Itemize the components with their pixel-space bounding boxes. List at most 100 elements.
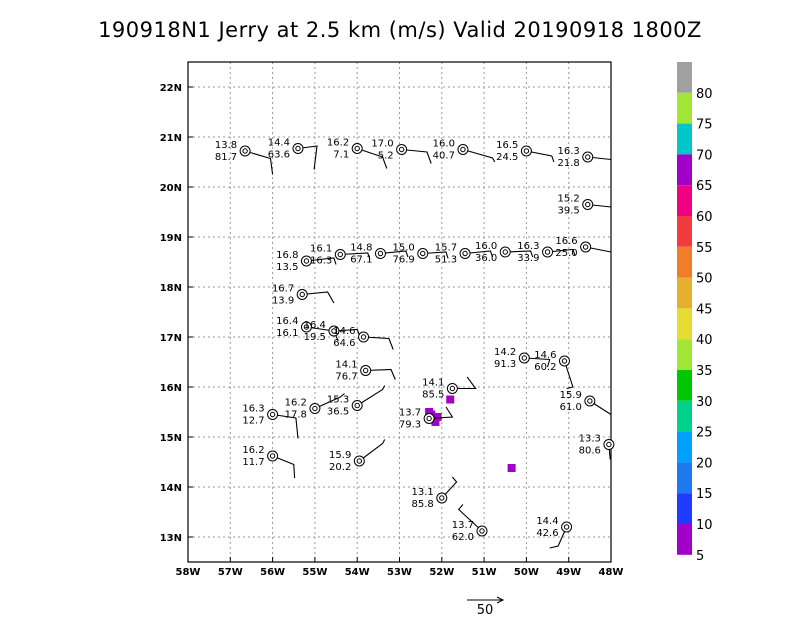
station-ring	[328, 325, 340, 337]
station-ring	[558, 355, 570, 367]
station-top-value: 13.8	[215, 140, 237, 151]
station-bottom-value: 85.8	[412, 499, 434, 510]
station-ring	[446, 383, 458, 394]
station-top-value: 15.3	[327, 395, 349, 406]
station-top-value: 16.3	[242, 404, 264, 415]
station-bottom-value: 12.7	[242, 416, 264, 427]
station-bottom-value: 80.6	[579, 446, 601, 457]
station-ring	[436, 492, 448, 504]
x-tick-label: 48W	[599, 567, 624, 578]
y-tick-label: 22N	[160, 83, 182, 94]
station-dot	[269, 453, 276, 459]
station-bottom-value: 21.8	[557, 158, 579, 169]
station-bottom-value: 62.0	[452, 532, 474, 543]
station-ring	[358, 331, 370, 343]
station-dot	[269, 411, 276, 418]
wind-barb	[422, 251, 449, 259]
station-bottom-value: 7.1	[333, 150, 349, 161]
station-ring	[582, 199, 594, 210]
station-top-value: 15.2	[557, 194, 579, 205]
shaded-cell	[433, 413, 442, 421]
station: 16.321.8	[557, 146, 612, 169]
station-bottom-value: 17.8	[285, 410, 307, 421]
station: 16.27.1	[327, 138, 388, 169]
station-dot	[242, 148, 248, 154]
station-ring	[417, 248, 429, 259]
reference-vector: 50	[467, 596, 505, 618]
station-ring	[423, 413, 435, 424]
station-ring	[296, 289, 308, 300]
station: 15.751.3	[435, 243, 494, 266]
colorbar-label: 80	[696, 87, 713, 102]
station-bottom-value: 24.5	[496, 152, 518, 163]
station-top-value: 14.1	[335, 360, 357, 371]
wind-barb	[314, 393, 345, 410]
station-bottom-value: 5.2	[378, 151, 394, 162]
colorbar-swatch	[677, 246, 692, 278]
station-dot	[354, 145, 360, 152]
station: 16.625.0	[555, 236, 612, 259]
station-dot	[582, 244, 589, 250]
wind-barb	[401, 148, 432, 164]
station-bottom-value: 13.5	[276, 262, 298, 273]
wind-barb	[457, 504, 483, 532]
colorbar-label: 50	[696, 272, 713, 287]
colorbar-label: 10	[696, 518, 713, 533]
wind-barb	[340, 252, 371, 260]
station: 16.040.7	[433, 139, 496, 163]
station-dot	[377, 250, 384, 257]
y-tick-label: 18N	[160, 283, 182, 294]
station-top-value: 13.7	[399, 408, 421, 419]
grid	[188, 62, 611, 562]
station-bottom-value: 51.3	[435, 255, 457, 266]
station-bottom-value: 79.3	[399, 420, 421, 431]
station-top-value: 14.6	[534, 350, 556, 361]
station-top-value: 16.2	[242, 445, 264, 456]
x-tick-label: 54W	[345, 567, 370, 578]
colorbar-label: 45	[696, 302, 713, 317]
wind-barb	[524, 357, 551, 368]
station-dot	[331, 328, 337, 334]
station-ring	[351, 400, 363, 411]
station: 13.779.3	[399, 406, 454, 431]
station-dot	[303, 324, 310, 330]
station-bottom-value: 36.5	[327, 407, 349, 418]
station-bottom-value: 67.1	[350, 255, 372, 266]
station-bottom-value: 76.7	[335, 372, 357, 383]
shaded-cell	[446, 395, 455, 404]
shaded-cell	[507, 464, 516, 472]
station-dot	[303, 258, 310, 264]
x-tick-label: 53W	[387, 567, 412, 578]
station-top-value: 13.3	[579, 434, 601, 445]
station-ring	[476, 525, 488, 537]
station-bottom-value: 64.6	[333, 338, 355, 349]
station-ring	[580, 241, 592, 253]
station: 16.333.9	[517, 241, 576, 264]
station: 15.239.5	[557, 194, 612, 217]
colorbar-label: 15	[696, 487, 713, 502]
wind-barb	[244, 150, 274, 175]
wind-barb	[302, 291, 335, 304]
station-top-value: 16.5	[496, 140, 518, 151]
station-dot	[312, 405, 318, 412]
station: 13.762.0	[452, 504, 488, 543]
station-dot	[521, 355, 527, 361]
station-ring	[300, 321, 312, 333]
station: 15.961.0	[560, 390, 612, 415]
station-top-value: 16.3	[557, 146, 579, 157]
x-tick-label: 57W	[218, 567, 243, 578]
station: 13.881.7	[215, 140, 274, 175]
station: 14.442.6	[536, 516, 573, 549]
station-ring	[561, 521, 573, 533]
station-bottom-value: 61.0	[560, 402, 582, 413]
station-top-value: 16.7	[272, 284, 294, 295]
colorbar-label: 55	[696, 241, 713, 256]
station-ring	[520, 145, 532, 157]
colorbar-swatch	[677, 400, 692, 432]
station-dot	[362, 367, 369, 374]
station: 15.076.9	[392, 243, 449, 266]
station-ring	[584, 395, 596, 407]
station-ring	[351, 143, 363, 154]
wind-barb	[505, 250, 534, 258]
colorbar-label: 30	[696, 395, 713, 410]
